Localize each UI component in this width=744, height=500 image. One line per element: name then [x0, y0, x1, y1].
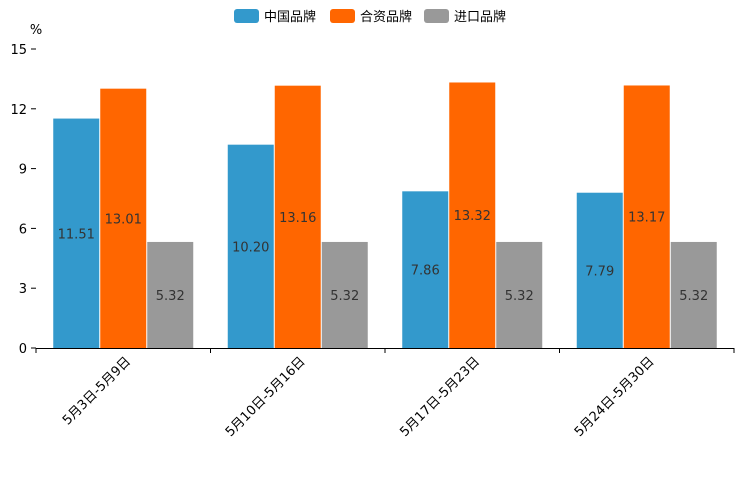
legend: 中国品牌 合资品牌 进口品牌 [234, 9, 506, 25]
x-tick-label: 5月17日-5月23日 [397, 354, 483, 440]
bar-3-3 [496, 241, 543, 348]
bar-2-1 [100, 88, 147, 349]
legend-swatch [234, 9, 259, 23]
legend-label: 合资品牌 [360, 9, 412, 25]
legend-item-1[interactable]: 中国品牌 [234, 9, 316, 25]
bar-value-label: 13.01 [105, 212, 142, 227]
bar-3-4 [670, 241, 717, 348]
y-axis-unit-label: % [30, 23, 42, 38]
bar-value-label: 11.51 [58, 227, 95, 242]
bar-value-label: 5.32 [330, 289, 359, 304]
bar-value-label: 10.20 [232, 240, 269, 255]
y-tick-label: 3 [19, 282, 27, 297]
x-tick-label: 5月3日-5月9日 [60, 354, 134, 428]
legend-item-2[interactable]: 合资品牌 [330, 9, 412, 25]
bar-1-4 [576, 192, 623, 348]
y-axis: 0 3 6 9 12 15 [10, 43, 36, 357]
y-tick-label: 15 [10, 43, 27, 58]
legend-swatch [330, 9, 355, 23]
y-tick-label: 6 [19, 222, 27, 237]
bar-1-3 [402, 191, 449, 348]
legend-label: 进口品牌 [454, 9, 506, 25]
bar-1-1 [53, 118, 100, 348]
legend-item-3[interactable]: 进口品牌 [424, 9, 506, 25]
bar-value-label: 5.32 [679, 289, 708, 304]
bar-3-1 [147, 241, 194, 348]
bar-value-label: 13.32 [454, 209, 491, 224]
bar-value-label: 5.32 [156, 289, 185, 304]
x-tick-label: 5月24日-5月30日 [572, 354, 658, 440]
y-tick-label: 0 [19, 342, 27, 357]
bar-2-3 [449, 82, 496, 348]
bar-value-label: 7.86 [411, 264, 440, 279]
x-axis: 5月3日-5月9日 5月10日-5月16日 5月17日-5月23日 5月24日-5月3… [35, 348, 735, 440]
y-tick-label: 9 [19, 163, 27, 178]
bar-value-label: 5.32 [505, 289, 534, 304]
bars: 11.51 13.01 5.32 10.20 13.16 5.32 7.86 13.32 5.3… [53, 82, 717, 349]
bar-3-2 [321, 241, 368, 348]
bar-1-2 [227, 144, 274, 348]
bar-2-4 [623, 85, 670, 348]
bar-value-label: 13.17 [628, 211, 665, 226]
y-tick-label: 12 [10, 103, 27, 118]
bar-value-label: 13.16 [279, 211, 316, 226]
bar-2-2 [274, 85, 321, 348]
bar-value-label: 7.79 [585, 264, 614, 279]
x-tick-label: 5月10日-5月16日 [223, 354, 309, 440]
legend-swatch [424, 9, 449, 23]
legend-label: 中国品牌 [264, 9, 316, 25]
